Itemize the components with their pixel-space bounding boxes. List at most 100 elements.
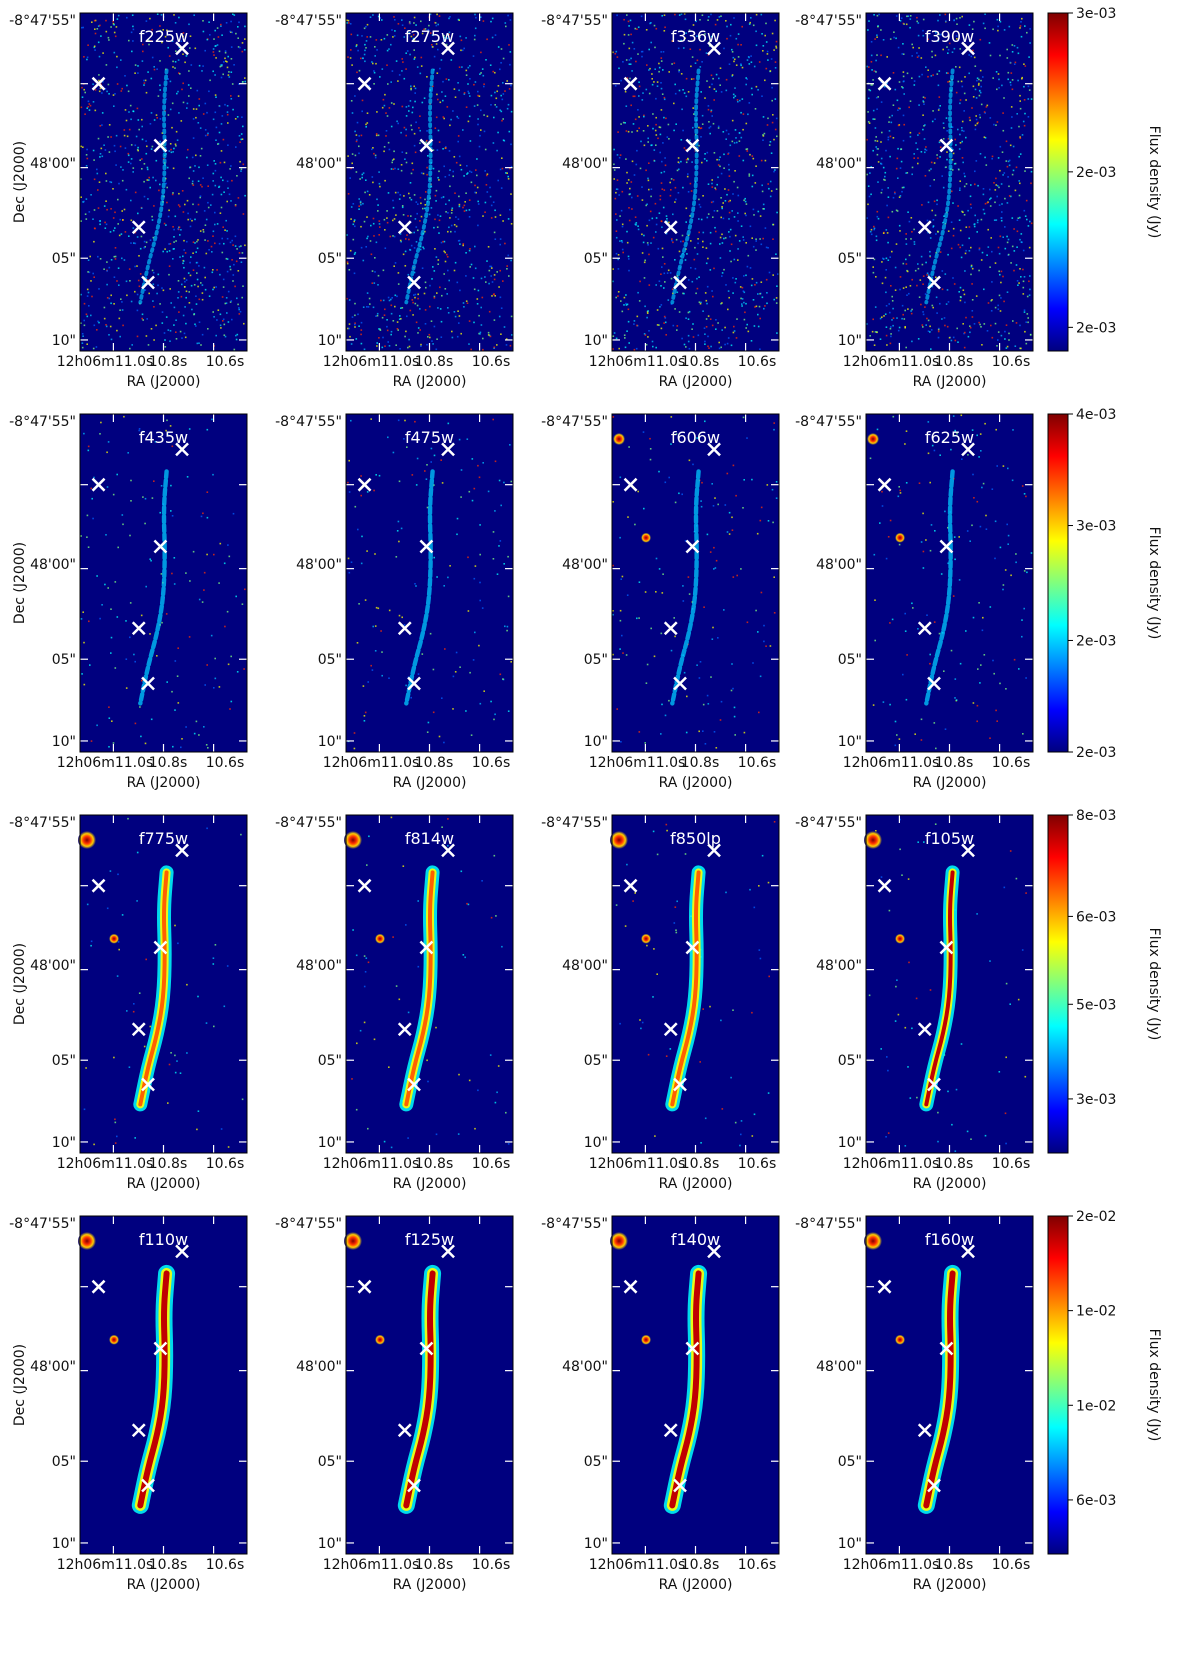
noise-pixel (650, 22, 652, 24)
noise-pixel (772, 223, 775, 226)
noise-pixel (624, 337, 626, 339)
noise-pixel (479, 333, 481, 335)
noise-pixel (959, 246, 961, 249)
noise-pixel (910, 310, 912, 312)
noise-pixel (120, 298, 122, 300)
noise-pixel (730, 23, 732, 26)
noise-pixel (976, 231, 978, 233)
noise-pixel (892, 415, 895, 418)
noise-pixel (617, 268, 620, 270)
noise-pixel (1019, 27, 1021, 29)
noise-pixel (189, 166, 191, 169)
noise-pixel (432, 343, 434, 345)
noise-pixel (392, 451, 395, 454)
noise-pixel (494, 510, 496, 512)
noise-pixel (476, 298, 479, 300)
noise-pixel (200, 147, 203, 150)
noise-pixel (496, 271, 498, 273)
noise-pixel (238, 21, 240, 24)
noise-pixel (1002, 465, 1005, 467)
noise-pixel (667, 269, 670, 272)
noise-pixel (125, 658, 128, 660)
noise-pixel (426, 1059, 428, 1062)
noise-pixel (223, 562, 226, 565)
panel-frame (79, 814, 248, 1154)
noise-pixel (83, 432, 85, 435)
noise-pixel (394, 30, 396, 32)
noise-pixel (772, 274, 774, 276)
noise-pixel (636, 617, 638, 620)
noise-pixel (680, 39, 682, 42)
noise-pixel (405, 238, 407, 240)
noise-pixel (486, 260, 488, 262)
noise-pixel (147, 71, 149, 73)
noise-pixel (189, 580, 191, 582)
noise-pixel (465, 106, 468, 108)
noise-pixel (492, 418, 494, 421)
noise-pixel (946, 158, 948, 161)
noise-pixel (361, 176, 363, 179)
noise-pixel (394, 294, 397, 297)
noise-pixel (447, 844, 449, 847)
noise-pixel (402, 61, 404, 63)
noise-pixel (733, 325, 735, 328)
noise-pixel (978, 248, 981, 251)
noise-pixel (88, 103, 91, 105)
noise-pixel (428, 213, 431, 216)
noise-pixel (395, 556, 398, 558)
noise-pixel (748, 173, 751, 175)
noise-pixel (241, 252, 244, 254)
noise-pixel (437, 214, 439, 216)
noise-pixel (710, 201, 713, 204)
noise-pixel (746, 265, 749, 268)
noise-pixel (177, 228, 179, 230)
noise-pixel (219, 161, 222, 164)
noise-pixel (670, 443, 672, 445)
noise-pixel (417, 673, 420, 675)
noise-pixel (942, 186, 945, 189)
noise-pixel (80, 178, 82, 180)
noise-pixel (235, 338, 238, 341)
noise-pixel (141, 118, 143, 121)
noise-pixel (137, 212, 139, 215)
noise-pixel (612, 653, 614, 656)
noise-pixel (358, 198, 360, 200)
x-axis-label: RA (J2000) (913, 775, 987, 791)
noise-pixel (978, 269, 980, 272)
noise-pixel (419, 196, 422, 199)
noise-pixel (871, 330, 874, 333)
noise-pixel (929, 237, 932, 239)
noise-pixel (412, 314, 414, 316)
noise-pixel (499, 296, 502, 299)
noise-pixel (442, 80, 444, 83)
noise-pixel (733, 330, 736, 332)
noise-pixel (678, 168, 680, 171)
dec-tick-label: 48'00" (816, 156, 862, 172)
noise-pixel (734, 95, 737, 97)
y-axis-label: Dec (J2000) (12, 943, 28, 1025)
noise-pixel (1007, 78, 1009, 81)
noise-pixel (125, 687, 128, 689)
noise-pixel (999, 20, 1002, 23)
noise-pixel (908, 106, 910, 109)
noise-pixel (111, 720, 113, 722)
dec-tick-label: -8°47'55" (541, 13, 608, 29)
noise-pixel (962, 289, 965, 291)
noise-pixel (997, 339, 999, 341)
noise-pixel (464, 956, 466, 959)
noise-pixel (647, 179, 650, 182)
noise-pixel (893, 31, 895, 33)
noise-pixel (205, 252, 208, 255)
dec-tick-label: 48'00" (562, 958, 608, 974)
noise-pixel (232, 13, 234, 15)
noise-pixel (913, 241, 916, 243)
noise-pixel (956, 432, 958, 435)
noise-pixel (721, 242, 724, 244)
noise-pixel (1029, 220, 1031, 223)
noise-pixel (704, 343, 706, 345)
noise-pixel (370, 253, 373, 256)
noise-pixel (727, 152, 730, 154)
noise-pixel (208, 295, 211, 297)
noise-pixel (629, 187, 631, 190)
noise-pixel (621, 223, 624, 226)
